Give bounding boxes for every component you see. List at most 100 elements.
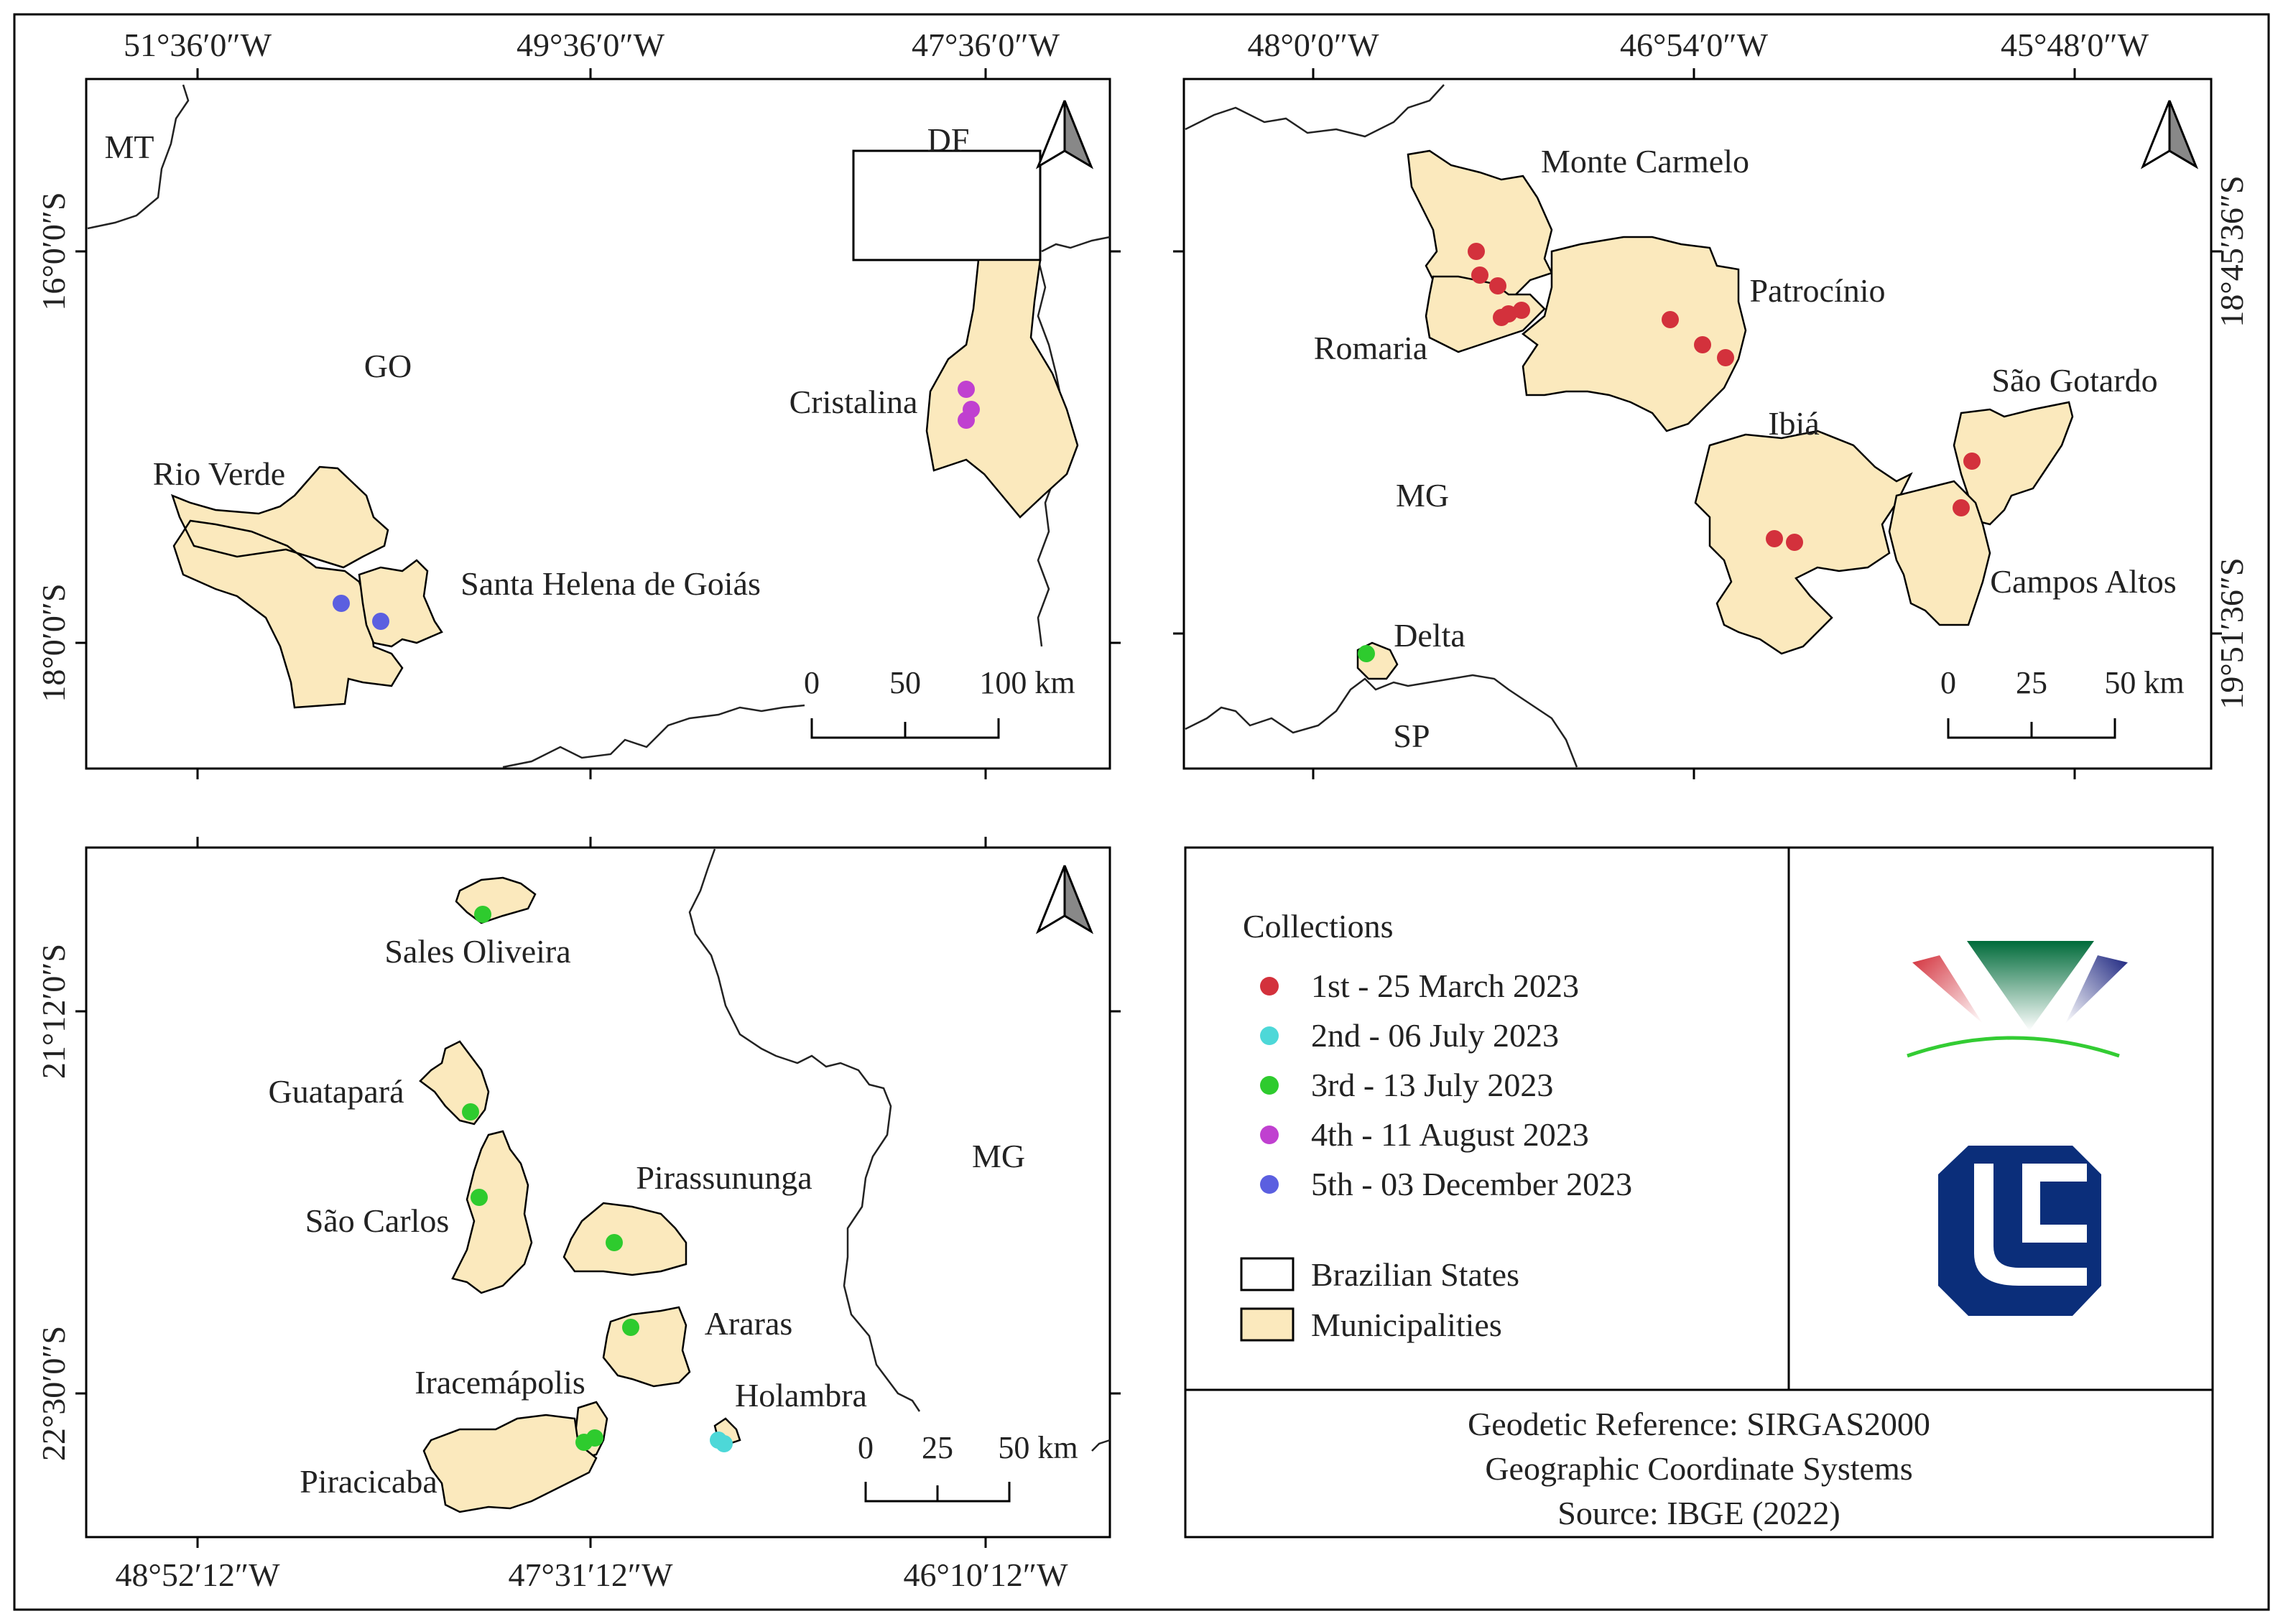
collection-point-5th[interactable] bbox=[372, 613, 389, 630]
place-label-monte-carmelo: Monte Carmelo bbox=[1541, 143, 1749, 180]
municipality-cristalina[interactable] bbox=[925, 259, 1079, 519]
legend-title: Collections bbox=[1243, 908, 1394, 945]
place-label-iracemapolis: Iracemápolis bbox=[415, 1364, 585, 1401]
place-label-campos-altos: Campos Altos bbox=[1990, 563, 2176, 600]
state-label-df: DF bbox=[927, 121, 970, 158]
longitude-label: 47°31′12″W bbox=[508, 1556, 673, 1593]
df-boundary bbox=[852, 149, 1042, 261]
legend-marker bbox=[1260, 1126, 1279, 1144]
scale-bar: 0 25 50 km bbox=[1940, 665, 2185, 739]
collection-point-1st[interactable] bbox=[1694, 336, 1711, 353]
municipality-sao-carlos[interactable] bbox=[451, 1130, 533, 1294]
collection-point-4th[interactable] bbox=[958, 412, 975, 429]
place-label-sao-gotardo: São Gotardo bbox=[1991, 362, 2157, 399]
scale-label: 50 bbox=[889, 665, 921, 700]
scale-label: 25 bbox=[922, 1430, 953, 1465]
legend-item: Municipalities bbox=[1240, 1307, 1502, 1343]
collection-point-3rd[interactable] bbox=[474, 906, 491, 923]
place-label-rio-verde: Rio Verde bbox=[153, 455, 285, 492]
longitude-label: 51°36′0″W bbox=[124, 27, 272, 63]
legend-item: Brazilian States bbox=[1240, 1256, 1519, 1293]
latitude-label: 19°51′36″S bbox=[2213, 557, 2250, 709]
place-label-santa-helena: Santa Helena de Goiás bbox=[460, 565, 761, 602]
collection-point-2nd[interactable] bbox=[716, 1435, 733, 1452]
legend-frame bbox=[1184, 846, 2214, 1539]
collection-point-4th[interactable] bbox=[958, 381, 975, 398]
scale-bar: 0 50 100 km bbox=[804, 665, 1075, 739]
collection-point-1st[interactable] bbox=[1471, 266, 1488, 284]
legend-label: 2nd - 06 July 2023 bbox=[1311, 1017, 1559, 1054]
collection-point-1st[interactable] bbox=[1717, 349, 1734, 366]
panel-sao-paulo-frame bbox=[85, 846, 1111, 1539]
ufu-u-shape bbox=[1974, 1164, 2087, 1286]
scale-label: 0 bbox=[804, 665, 820, 700]
collection-point-1st[interactable] bbox=[1786, 534, 1803, 551]
place-label-cristalina: Cristalina bbox=[789, 384, 918, 420]
collection-point-1st[interactable] bbox=[1500, 305, 1517, 323]
panel-goias-frame bbox=[85, 78, 1111, 770]
collection-point-1st[interactable] bbox=[1963, 453, 1981, 470]
legend-item: 1st - 25 March 2023 bbox=[1260, 968, 1579, 1004]
collection-point-1st[interactable] bbox=[1662, 311, 1679, 328]
scale-label: 100 km bbox=[979, 665, 1075, 700]
place-label-delta: Delta bbox=[1394, 617, 1465, 654]
place-label-ibia: Ibiá bbox=[1768, 405, 1820, 442]
collection-point-3rd[interactable] bbox=[1358, 645, 1375, 662]
municipality-pirassununga[interactable] bbox=[562, 1202, 687, 1276]
municipality-sao-gotardo[interactable] bbox=[1953, 401, 2074, 526]
legend-swatch-municipalities bbox=[1240, 1307, 1295, 1342]
footer-source: Source: IBGE (2022) bbox=[1557, 1495, 1840, 1531]
footer-geodetic: Geodetic Reference: SIRGAS2000 bbox=[1468, 1406, 1930, 1442]
municipality-rio-verde[interactable] bbox=[170, 465, 404, 709]
collection-point-5th[interactable] bbox=[333, 595, 350, 612]
collection-point-1st[interactable] bbox=[1489, 277, 1506, 294]
place-label-araras: Araras bbox=[705, 1305, 793, 1342]
logo-line bbox=[1907, 1036, 2120, 1058]
collection-point-1st[interactable] bbox=[1953, 499, 1970, 516]
north-arrow-icon bbox=[1035, 865, 1094, 934]
scale-bar: 0 25 50 km bbox=[858, 1430, 1078, 1503]
municipality-campos-altos[interactable] bbox=[1888, 480, 1991, 626]
place-label-guatapara: Guatapará bbox=[269, 1073, 404, 1110]
collection-point-1st[interactable] bbox=[1766, 530, 1783, 547]
collection-point-3rd[interactable] bbox=[622, 1319, 639, 1336]
collection-point-1st[interactable] bbox=[1513, 302, 1530, 319]
legend-marker bbox=[1260, 1076, 1279, 1095]
latitude-label: 21°12′0″S bbox=[35, 944, 72, 1079]
map-panel-goias[interactable]: 51°36′0″W 49°36′0″W 47°36′0″W 16°0′0″S 1… bbox=[35, 27, 1121, 779]
footer-coordinate-system: Geographic Coordinate Systems bbox=[1485, 1450, 1912, 1487]
legend-marker bbox=[1260, 1175, 1279, 1194]
legend-item: 2nd - 06 July 2023 bbox=[1260, 1017, 1559, 1054]
municipality-piracicaba[interactable] bbox=[422, 1414, 598, 1513]
logo-red-shape bbox=[1912, 955, 1983, 1024]
collection-point-3rd[interactable] bbox=[606, 1234, 623, 1251]
collection-point-3rd[interactable] bbox=[471, 1189, 488, 1206]
state-border bbox=[1185, 84, 1445, 138]
legend-panel: Collections 1st - 25 March 2023 2nd - 06… bbox=[1184, 846, 2214, 1539]
collection-point-3rd[interactable] bbox=[462, 1103, 479, 1120]
map-panel-minas[interactable]: 48°0′0″W 46°54′0″W 45°48′0″W 18°45′36″S … bbox=[1173, 27, 2250, 779]
map-panel-sao-paulo[interactable]: 48°52′12″W 47°31′12″W 46°10′12″W 21°12′0… bbox=[35, 837, 1121, 1593]
legend-item: 3rd - 13 July 2023 bbox=[1260, 1067, 1553, 1103]
legend-label: 1st - 25 March 2023 bbox=[1311, 968, 1579, 1004]
legend-item: 5th - 03 December 2023 bbox=[1260, 1166, 1632, 1202]
municipality-patrocinio[interactable] bbox=[1521, 236, 1747, 432]
state-label-mt: MT bbox=[105, 129, 154, 165]
collection-point-1st[interactable] bbox=[1468, 243, 1485, 260]
place-label-piracicaba: Piracicaba bbox=[300, 1463, 437, 1500]
latitude-label: 16°0′0″S bbox=[35, 192, 72, 310]
legend-label: 3rd - 13 July 2023 bbox=[1311, 1067, 1553, 1103]
state-border bbox=[688, 848, 921, 1412]
longitude-label: 49°36′0″W bbox=[517, 27, 665, 63]
collection-point-3rd[interactable] bbox=[586, 1429, 603, 1447]
place-label-sao-carlos: São Carlos bbox=[305, 1202, 450, 1239]
longitude-label: 48°0′0″W bbox=[1247, 27, 1379, 63]
ufu-logo bbox=[1938, 1146, 2101, 1316]
municipality-araras[interactable] bbox=[602, 1306, 691, 1388]
longitude-label: 46°54′0″W bbox=[1620, 27, 1769, 63]
legend-label: Brazilian States bbox=[1311, 1256, 1519, 1293]
state-label-mg: MG bbox=[1396, 477, 1449, 514]
logo-navy-shape bbox=[2065, 955, 2128, 1024]
legend-marker bbox=[1260, 1026, 1279, 1045]
scale-label: 0 bbox=[858, 1430, 874, 1465]
